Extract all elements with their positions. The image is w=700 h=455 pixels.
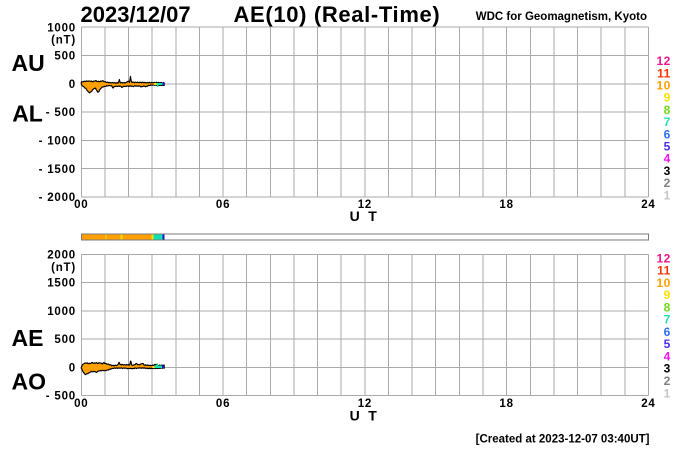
svg-text:24: 24	[641, 398, 655, 410]
svg-text:(nT): (nT)	[51, 35, 76, 47]
svg-text:4: 4	[664, 152, 671, 166]
svg-text:- 500: - 500	[46, 107, 76, 119]
svg-text:- 1500: - 1500	[39, 164, 76, 176]
svg-text:18: 18	[499, 398, 513, 410]
svg-text:- 2000: - 2000	[39, 192, 76, 204]
svg-text:[Created at 2023-12-07 03:40UT: [Created at 2023-12-07 03:40UT]	[476, 434, 650, 446]
svg-text:2: 2	[664, 374, 671, 388]
svg-text:1000: 1000	[47, 306, 76, 318]
svg-text:00: 00	[74, 199, 88, 211]
svg-text:10: 10	[656, 79, 670, 93]
svg-text:8: 8	[664, 300, 671, 314]
svg-text:00: 00	[74, 398, 88, 410]
svg-text:3: 3	[664, 164, 671, 178]
svg-text:6: 6	[664, 127, 671, 141]
svg-text:12: 12	[358, 398, 372, 410]
svg-text:10: 10	[656, 276, 670, 290]
svg-text:5: 5	[664, 337, 671, 351]
svg-text:AU: AU	[12, 50, 45, 76]
svg-text:0: 0	[69, 362, 76, 374]
svg-text:3: 3	[664, 362, 671, 376]
svg-text:1500: 1500	[47, 278, 76, 290]
svg-text:7: 7	[664, 313, 671, 327]
svg-text:500: 500	[54, 334, 76, 346]
svg-text:AE: AE	[12, 325, 44, 351]
svg-text:1: 1	[664, 386, 671, 400]
svg-text:18: 18	[499, 199, 513, 211]
svg-text:2023/12/07: 2023/12/07	[81, 2, 191, 27]
svg-text:2000: 2000	[47, 249, 76, 261]
svg-text:11: 11	[657, 264, 671, 278]
svg-text:9: 9	[664, 288, 671, 302]
svg-text:2: 2	[664, 176, 671, 190]
svg-text:11: 11	[657, 66, 671, 80]
svg-text:9: 9	[664, 91, 671, 105]
svg-text:12: 12	[358, 199, 372, 211]
svg-text:4: 4	[664, 350, 671, 364]
svg-text:12: 12	[656, 54, 670, 68]
svg-text:- 500: - 500	[46, 391, 76, 403]
svg-text:WDC for Geomagnetism, Kyoto: WDC for Geomagnetism, Kyoto	[476, 11, 647, 23]
svg-text:AL: AL	[12, 101, 43, 127]
svg-text:5: 5	[664, 140, 671, 154]
svg-text:24: 24	[641, 199, 655, 211]
svg-text:(nT): (nT)	[51, 262, 76, 274]
svg-text:AE(10) (Real-Time): AE(10) (Real-Time)	[234, 2, 441, 27]
svg-text:1000: 1000	[47, 22, 76, 34]
svg-text:12: 12	[656, 251, 670, 265]
svg-text:AO: AO	[12, 369, 47, 395]
svg-text:7: 7	[664, 115, 671, 129]
svg-text:- 1000: - 1000	[39, 136, 76, 148]
svg-text:06: 06	[216, 199, 230, 211]
svg-text:1: 1	[664, 188, 671, 202]
svg-text:0: 0	[69, 79, 76, 91]
svg-text:U T: U T	[350, 408, 379, 424]
svg-text:6: 6	[664, 325, 671, 339]
svg-text:500: 500	[54, 51, 76, 63]
svg-text:8: 8	[664, 103, 671, 117]
svg-text:06: 06	[216, 398, 230, 410]
svg-text:U T: U T	[350, 208, 379, 224]
